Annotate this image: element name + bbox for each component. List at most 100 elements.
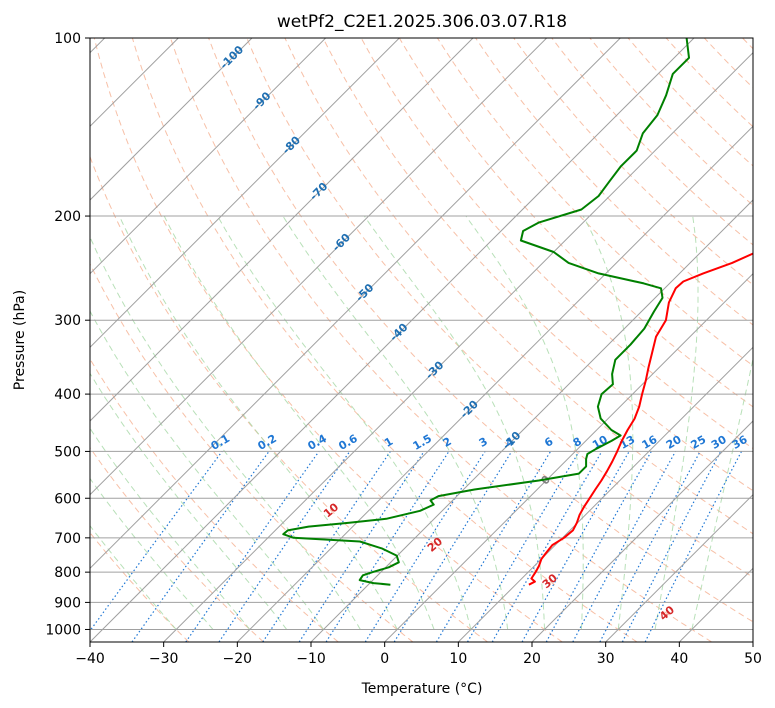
moist-adiabat-line (582, 215, 634, 630)
y-tick-label: 600 (54, 491, 81, 507)
mixing-ratio-label: 0.2 (256, 432, 279, 453)
dry-adiabat-line (93, 38, 563, 642)
isotherm-line (163, 51, 753, 642)
dry-adiabat-line (90, 155, 488, 642)
dry-adiabat-line (742, 38, 753, 50)
y-axis-label: Pressure (hPa) (12, 290, 28, 390)
mixing-ratio-label: 2 (441, 435, 454, 450)
moist-adiabat-line (90, 477, 214, 630)
dry-adiabat-line (665, 38, 753, 128)
isotherm-line (531, 420, 753, 642)
x-axis-label: Temperature (°C) (361, 681, 483, 697)
mixing-ratio-label: 3 (477, 435, 490, 450)
y-tick-label: 300 (54, 313, 81, 329)
mixing-ratio-line (90, 451, 223, 632)
x-tick-label: 50 (744, 651, 762, 667)
mixing-ratio-line (185, 451, 320, 642)
dry-adiabat-line (90, 358, 339, 642)
mixing-ratio-line (644, 451, 743, 642)
mixing-ratio-line (325, 451, 450, 642)
y-tick-label: 500 (54, 444, 81, 460)
isotherm-line (678, 567, 753, 642)
x-tick-label: −10 (296, 651, 326, 667)
x-tick-label: 20 (523, 651, 541, 667)
dry-adiabat-label: 30 (540, 571, 560, 591)
y-tick-label: 900 (54, 595, 81, 611)
dry-adiabat-line (589, 38, 753, 206)
dry-adiabat-line (246, 38, 753, 578)
isotherm-line (236, 125, 753, 642)
mixing-ratio-line (521, 451, 630, 642)
mixing-ratio-line (393, 451, 513, 642)
y-tick-label: 200 (54, 209, 81, 225)
dry-adiabat-line (90, 446, 264, 642)
x-tick-label: 30 (597, 651, 615, 667)
mixing-ratio-label: 30 (709, 433, 729, 452)
y-tick-label: 100 (54, 31, 81, 47)
dry-adiabat-line (322, 38, 753, 492)
y-axis: 100 200 300 400 500 600 700 800 900 1000 (45, 31, 90, 638)
x-tick-label: −30 (149, 651, 179, 667)
dry-adiabat-line (551, 38, 753, 246)
mixing-ratio-label: 1.5 (411, 432, 434, 453)
moist-adiabat-line (90, 524, 177, 630)
background-lines (90, 38, 753, 642)
isotherm-label: -50 (353, 281, 376, 304)
isotherm-line (384, 272, 753, 642)
dry-adiabat-line (90, 531, 190, 642)
mixing-ratio-line (218, 451, 351, 642)
x-tick-label: 10 (449, 651, 467, 667)
y-tick-label: 1000 (45, 622, 81, 638)
dry-adiabat-line (475, 38, 753, 326)
x-tick-label: 0 (380, 651, 389, 667)
dewpoint-profile-line (282, 38, 690, 586)
x-tick-label: −20 (223, 651, 253, 667)
mixing-ratio-label: 25 (689, 433, 709, 452)
moist-adiabat-line (90, 427, 251, 630)
isotherm-line (90, 38, 327, 275)
moist-adiabat-line (282, 215, 509, 630)
dry-adiabat-line (90, 262, 414, 642)
y-tick-label: 700 (54, 531, 81, 547)
isotherm-line (90, 38, 474, 422)
isotherm-line (90, 38, 548, 496)
mixing-ratio-line (545, 451, 652, 642)
moist-adiabat-line (691, 356, 753, 630)
moist-adiabat-line (90, 310, 324, 630)
isotherm-line (90, 38, 695, 642)
isotherm-line (90, 38, 621, 570)
isotherm-line (90, 38, 253, 201)
mixing-ratio-label: 0.4 (306, 432, 330, 453)
isotherm-line (90, 38, 400, 349)
y-tick-label: 800 (54, 565, 81, 581)
isotherm-line (605, 493, 753, 642)
x-tick-label: 40 (670, 651, 688, 667)
mixing-ratio-line (599, 451, 701, 642)
dry-adiabat-line (703, 38, 753, 89)
moist-adiabat-line (118, 215, 398, 630)
dry-adiabat-line (284, 38, 753, 535)
dry-adiabat-line (170, 38, 712, 642)
isotherm-line (457, 346, 753, 642)
plot-frame (89, 37, 754, 643)
isotherm-line (310, 199, 753, 642)
x-axis: −40 −30 −20 −10 0 10 20 30 40 50 (75, 642, 762, 667)
mixing-ratio-label: 20 (664, 433, 684, 452)
mixing-ratio-label: 8 (571, 435, 584, 450)
y-tick-label: 400 (54, 387, 81, 403)
isotherm-line (752, 641, 753, 642)
temperature-profile-line (528, 252, 753, 586)
mixing-ratio-line (262, 451, 391, 642)
chart-title: wetPf2_C2E1.2025.306.03.07.R18 (277, 12, 567, 32)
x-tick-label: −40 (75, 651, 105, 667)
dry-adiabat-line (513, 38, 753, 286)
profiles (282, 38, 753, 586)
mixing-ratio-line (298, 451, 425, 642)
mixing-ratio-line (435, 451, 552, 642)
dry-adiabat-line (436, 38, 753, 367)
dry-adiabat-line (208, 38, 753, 623)
mixing-ratio-line (572, 451, 677, 642)
mixing-ratio-line (364, 451, 486, 642)
